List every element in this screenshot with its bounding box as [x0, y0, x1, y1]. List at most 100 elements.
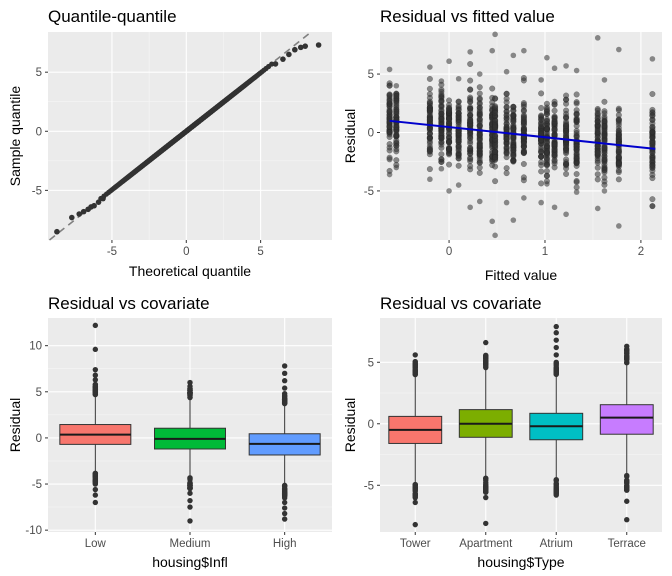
fitted-point	[649, 134, 656, 142]
fitted-point	[446, 139, 453, 146]
fitted-point	[476, 96, 483, 103]
fitted-point	[520, 99, 527, 107]
fitted-point	[476, 116, 483, 123]
infl-y-axis-title: Residual	[7, 398, 23, 452]
qq-point	[68, 214, 75, 221]
infl-outlier-point	[92, 382, 99, 388]
fitted-point	[503, 165, 510, 172]
fitted-point	[594, 35, 601, 41]
infl-outlier-point	[281, 400, 288, 407]
fitted-gridlines	[380, 32, 662, 240]
fitted-point	[386, 66, 393, 73]
fitted-point	[649, 149, 656, 156]
fitted-point	[492, 178, 499, 185]
qq-x-tick-label: 0	[183, 246, 189, 258]
fitted-point	[492, 123, 499, 130]
fitted-point	[492, 163, 499, 170]
fitted-point	[492, 109, 499, 116]
fitted-point	[467, 117, 474, 124]
fitted-point	[615, 105, 622, 112]
fitted-point	[543, 117, 550, 124]
fitted-point	[438, 91, 445, 98]
fitted-point	[492, 141, 499, 148]
fitted-point	[649, 162, 656, 170]
fitted-point	[426, 116, 433, 123]
fitted-point	[573, 127, 580, 134]
fitted-point	[649, 203, 656, 209]
fitted-point	[393, 108, 400, 115]
fitted-point	[563, 96, 570, 103]
fitted-point	[393, 131, 400, 138]
infl-outlier-point	[187, 504, 193, 510]
type-box-atrium	[529, 323, 584, 498]
fitted-point	[503, 149, 510, 156]
type-y-tick-label: 0	[368, 419, 374, 431]
qq-x-tick-label: 5	[257, 246, 263, 258]
infl-outlier-point	[281, 363, 288, 369]
fitted-point	[594, 176, 601, 183]
fitted-point	[489, 85, 496, 92]
fitted-point	[446, 161, 453, 168]
fitted-point	[426, 130, 433, 138]
fitted-point	[538, 116, 545, 123]
fitted-point	[538, 148, 545, 155]
fitted-point	[393, 137, 400, 144]
infl-outlier-point	[187, 518, 193, 524]
infl-outlier-point	[187, 379, 193, 386]
fitted-point	[538, 104, 545, 112]
fitted-ticks: -5 0 5 0 1 2	[364, 69, 644, 258]
fitted-point	[521, 47, 527, 54]
type-outlier-point	[553, 337, 559, 343]
fitted-point	[538, 162, 545, 169]
fitted-point	[386, 82, 393, 89]
fitted-point	[503, 90, 510, 97]
infl-outlier-point	[187, 389, 193, 396]
infl-outlier-point	[92, 388, 99, 395]
qq-y-tick-label: -5	[32, 185, 42, 197]
infl-outlier-point	[281, 510, 288, 517]
infl-outlier-point	[92, 499, 99, 506]
type-x-axis-title: housing$Type	[477, 554, 564, 570]
type-y-axis-title: Residual	[342, 398, 358, 452]
fitted-point	[393, 164, 400, 171]
type-outlier-point	[412, 367, 418, 374]
fitted-point	[563, 122, 570, 129]
qq-x-tick-label: -5	[107, 246, 117, 258]
fitted-point	[427, 64, 433, 70]
infl-x-tick-label: Low	[85, 538, 107, 550]
fitted-point	[476, 198, 483, 205]
type-outlier-point	[483, 486, 489, 492]
fitted-point	[393, 146, 400, 153]
fitted-point	[467, 112, 474, 119]
fitted-y-tick-label: 0	[368, 127, 374, 139]
fitted-point	[520, 108, 527, 115]
fitted-point	[510, 217, 517, 223]
type-outlier-point	[553, 487, 559, 494]
fitted-point	[455, 110, 462, 117]
fitted-point	[544, 54, 550, 61]
fitted-point	[492, 132, 499, 139]
fitted-point	[563, 165, 570, 172]
fitted-point	[492, 95, 499, 102]
qq-point	[315, 42, 322, 48]
fitted-point	[438, 151, 445, 158]
infl-outlier-point	[187, 475, 193, 481]
fitted-point	[476, 169, 483, 176]
fitted-point	[601, 98, 608, 105]
fitted-point	[503, 126, 510, 134]
fitted-point	[510, 152, 517, 159]
fitted-point	[503, 104, 510, 111]
fitted-point	[386, 123, 393, 130]
infl-ticks: -10 -5 0 5 10 Low Medium High	[25, 341, 296, 550]
fitted-point	[616, 223, 622, 229]
infl-y-tick-label: 5	[36, 387, 42, 399]
fitted-point	[649, 196, 656, 203]
fitted-point	[446, 107, 453, 114]
fitted-point	[438, 139, 445, 146]
type-outlier-point	[553, 371, 559, 378]
fitted-point	[551, 204, 558, 211]
fitted-point	[455, 155, 462, 162]
type-outlier-point	[553, 352, 559, 358]
type-box-terrace	[599, 343, 654, 523]
fitted-trend-line	[389, 119, 656, 150]
